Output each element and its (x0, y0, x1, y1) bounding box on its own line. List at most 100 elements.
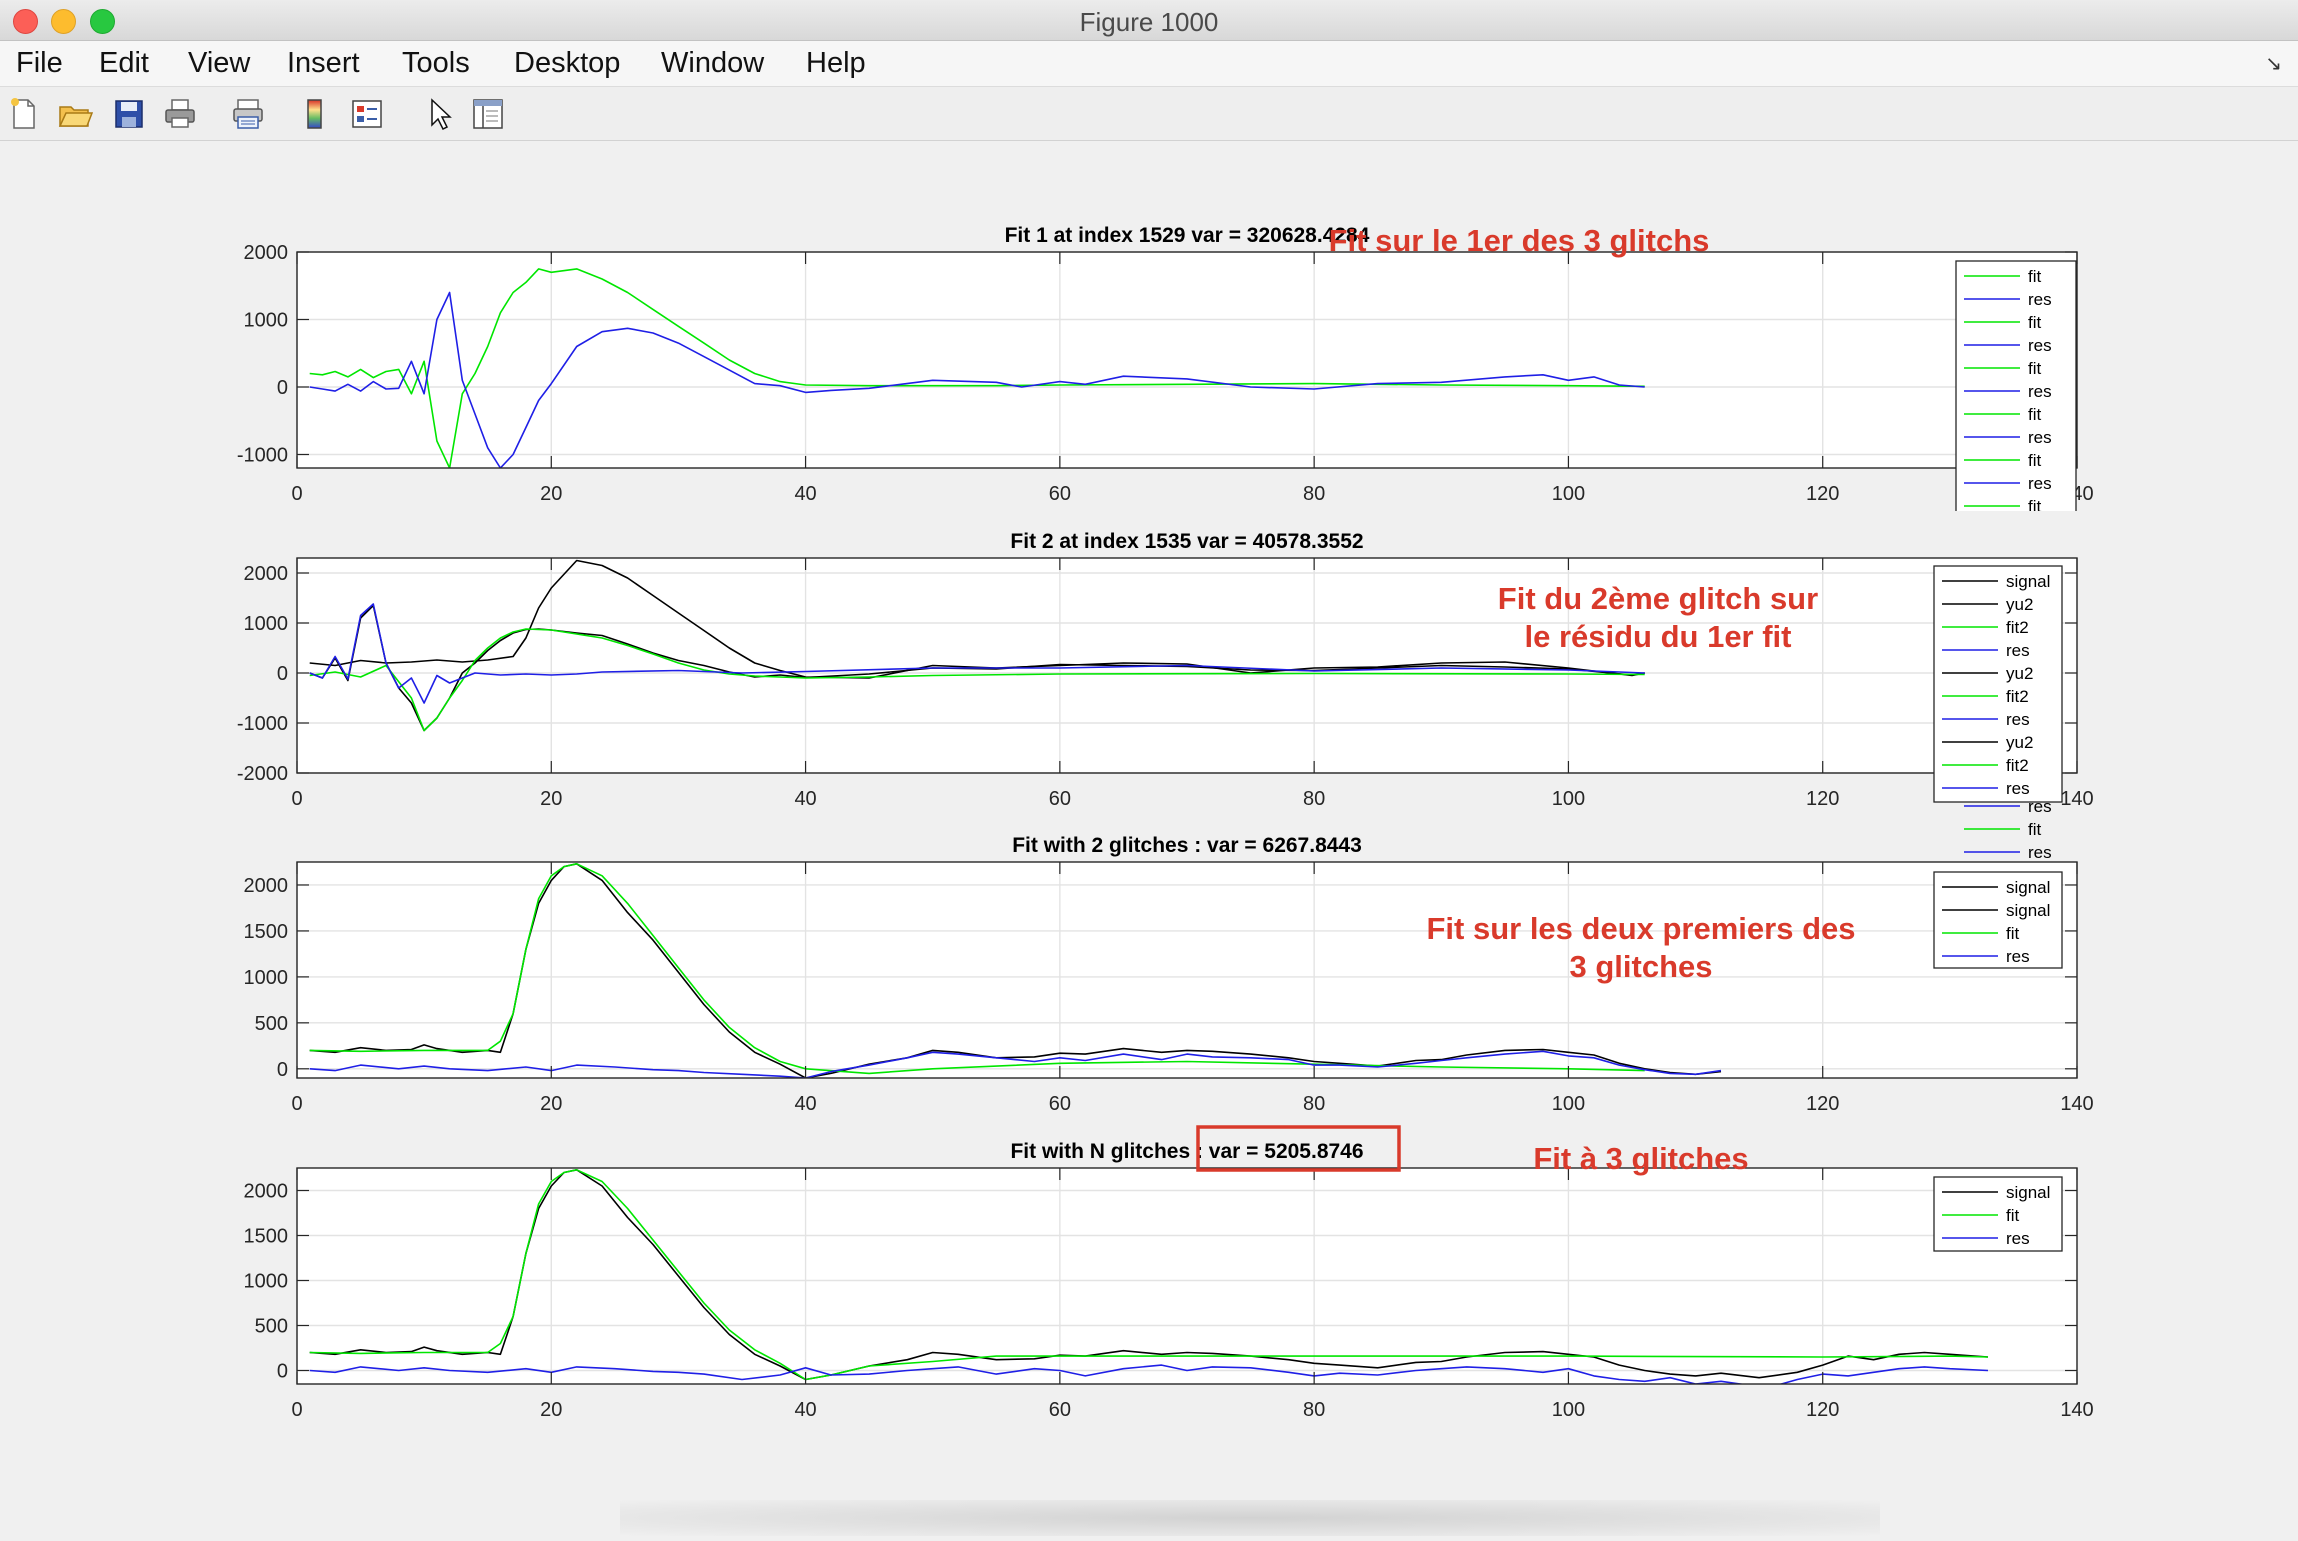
menu-file[interactable]: File (16, 47, 63, 79)
legend-entry: signal (2006, 1183, 2050, 1202)
legend-entry: res (2006, 1229, 2030, 1248)
x-tick-label: 0 (291, 1399, 302, 1421)
y-tick-label: -1000 (237, 445, 288, 467)
legend-box (1933, 565, 2063, 803)
y-tick-label: 2000 (244, 1181, 289, 1203)
x-tick-label: 40 (794, 1399, 816, 1421)
y-tick-label: 0 (277, 1059, 288, 1081)
legend-entry: signal (2006, 572, 2050, 591)
subplot-title: Fit with N glitches : var = 5205.8746 (1010, 1140, 1363, 1163)
x-tick-label: 20 (540, 1399, 562, 1421)
new-figure-icon[interactable] (6, 96, 42, 132)
menu-window[interactable]: Window (661, 47, 765, 79)
legend-entry: fit (2028, 451, 2042, 470)
x-tick-label: 80 (1303, 1093, 1325, 1115)
x-tick-label: 120 (1806, 1399, 1839, 1421)
maximize-window-button[interactable] (90, 9, 115, 34)
pointer-icon[interactable] (422, 96, 458, 132)
y-tick-label: 1000 (244, 613, 289, 635)
subplot-title: Fit 2 at index 1535 var = 40578.3552 (1010, 530, 1363, 553)
print-preview-icon[interactable] (230, 96, 266, 132)
x-tick-label: 60 (1049, 483, 1071, 505)
menu-view[interactable]: View (188, 47, 251, 79)
axes-background (297, 252, 2077, 468)
series-res-line (309, 1050, 1722, 1078)
legend-entry: fit (2028, 267, 2042, 286)
axes-box (296, 251, 2078, 469)
legend-overflow-entry: fit (2028, 820, 2042, 839)
axes-background (297, 862, 2077, 1078)
series-group (309, 268, 1645, 468)
menu-insert[interactable]: Insert (287, 47, 360, 79)
legend-entry: res (2006, 779, 2030, 798)
x-tick-label: 60 (1049, 788, 1071, 810)
legend-entry: yu2 (2006, 733, 2033, 752)
x-tick-label: 100 (1552, 1093, 1585, 1115)
y-tick-label: 500 (255, 1316, 288, 1338)
legend-entry: res (2028, 382, 2052, 401)
colorbar-icon[interactable] (297, 96, 333, 132)
subplot-2: 0 20 40 60 80 100 120 140 -2000 -1000 0 1000 2000 Fit… (237, 530, 2094, 862)
menu-edit[interactable]: Edit (99, 47, 149, 79)
x-tick-label: 140 (2060, 1399, 2093, 1421)
legend-entry: fit (2006, 1206, 2020, 1225)
menu-help[interactable]: Help (806, 47, 866, 79)
save-icon[interactable] (111, 96, 147, 132)
subplot-title: Fit 1 at index 1529 var = 320628.4284 (1005, 224, 1370, 247)
y-tick-label: 2000 (244, 563, 289, 585)
legend-entry: fit2 (2006, 756, 2029, 775)
legend-entry: fit (2028, 359, 2042, 378)
legend-entry: res (2028, 336, 2052, 355)
x-tick-label: 120 (1806, 483, 1839, 505)
property-editor-icon[interactable] (470, 96, 506, 132)
legend: signal yu2 fit2 res yu2 fit2 res yu2 fit2 res (1933, 565, 2063, 803)
y-tick-label: 0 (277, 663, 288, 685)
y-tick-label: 1000 (244, 310, 289, 332)
series-group (309, 862, 1722, 1078)
legend-overflow-entry: res (2028, 797, 2052, 816)
legend-box (1955, 260, 2077, 511)
x-tick-label: 40 (794, 483, 816, 505)
dock-arrow-icon[interactable]: ↘ (2265, 53, 2282, 75)
annotation-text: le résidu du 1er fit (1524, 619, 1791, 654)
x-tick-label: 60 (1049, 1093, 1071, 1115)
y-tick-label: 1500 (244, 921, 289, 943)
annotation-text: Fit sur les deux premiers des (1426, 911, 1855, 946)
legend-entry: signal (2006, 878, 2050, 897)
series-res-line (309, 291, 1645, 468)
x-tick-label: 60 (1049, 1399, 1071, 1421)
y-tick-label: 0 (277, 377, 288, 399)
legend-entry: res (2028, 474, 2052, 493)
series-fit-line (309, 1169, 1989, 1381)
y-tick-label: 1500 (244, 1226, 289, 1248)
x-tick-label: 0 (291, 788, 302, 810)
print-icon[interactable] (162, 96, 198, 132)
x-tick-label: 40 (794, 1093, 816, 1115)
x-tick-label: 140 (2060, 788, 2093, 810)
legend-entry: fit (2028, 497, 2042, 516)
x-tick-label: 140 (2060, 1093, 2093, 1115)
axes-box (296, 557, 2078, 774)
x-tick-label: 80 (1303, 483, 1325, 505)
axes-background (297, 1168, 2077, 1384)
y-tick-label: 2000 (244, 875, 289, 897)
menu-tools[interactable]: Tools (402, 47, 470, 79)
window-title: Figure 1000 (1079, 7, 1219, 37)
legend-entry: res (2006, 947, 2030, 966)
subplot-3: 0 20 40 60 80 100 120 140 0 500 1000 1500 2000 Fit wi… (244, 834, 2094, 1115)
x-tick-label: 120 (1806, 788, 1839, 810)
series-fit-line (309, 862, 1645, 1075)
legend-entry: res (2006, 710, 2030, 729)
legend-icon[interactable] (349, 96, 385, 132)
legend-entry: signal (2006, 901, 2050, 920)
close-window-button[interactable] (13, 9, 38, 34)
menu-desktop[interactable]: Desktop (514, 47, 621, 79)
open-file-icon[interactable] (57, 96, 93, 132)
annotation-text: Fit à 3 glitches (1533, 1141, 1748, 1176)
axes-box (296, 861, 2078, 1079)
x-tick-label: 0 (291, 1093, 302, 1115)
legend-entry: fit (2006, 924, 2020, 943)
series-group (309, 559, 1645, 732)
x-tick-label: 40 (794, 788, 816, 810)
minimize-window-button[interactable] (51, 9, 76, 34)
